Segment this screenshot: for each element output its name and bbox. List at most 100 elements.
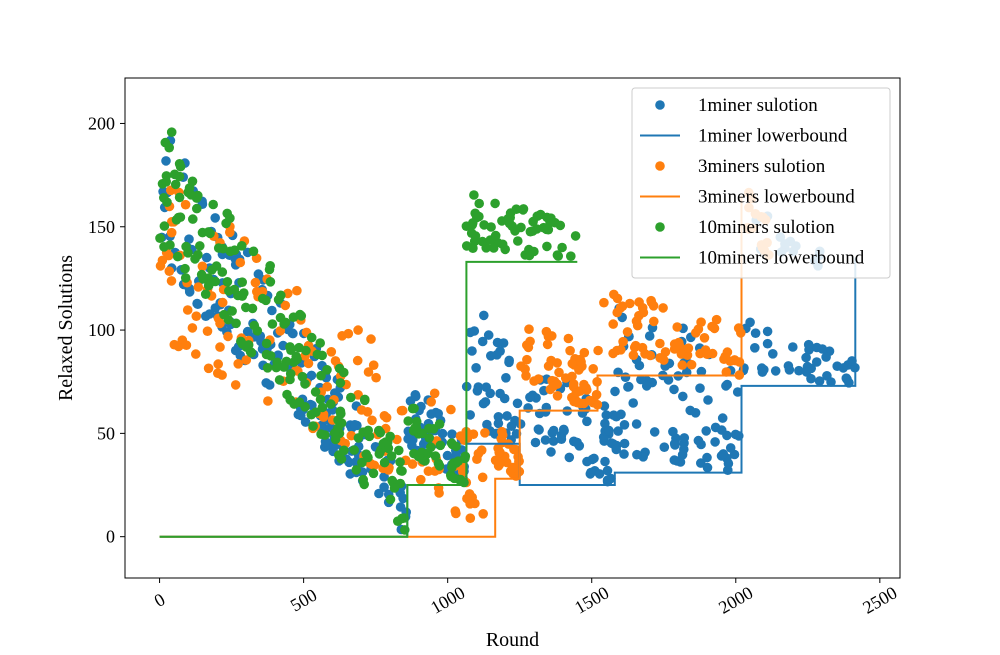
data-point: [512, 398, 523, 409]
data-point: [423, 466, 434, 477]
data-point: [599, 297, 609, 308]
data-point: [546, 447, 556, 457]
data-point: [534, 425, 544, 435]
data-point: [610, 386, 620, 397]
data-point: [315, 394, 326, 405]
data-point: [493, 418, 504, 429]
data-point: [579, 347, 590, 358]
legend-label: 3miners lowerbound: [698, 187, 855, 208]
data-point: [516, 361, 526, 372]
data-point: [207, 265, 217, 275]
data-point: [817, 344, 828, 354]
data-point: [716, 425, 727, 435]
y-tick-label: 150: [88, 217, 115, 237]
data-point: [703, 395, 713, 405]
data-point: [403, 416, 414, 426]
data-point: [548, 436, 559, 446]
data-point: [670, 440, 680, 450]
data-point: [483, 330, 494, 340]
data-point: [350, 420, 360, 430]
data-point: [366, 334, 376, 344]
data-point: [516, 222, 526, 233]
data-point: [511, 204, 522, 214]
data-point: [469, 190, 479, 200]
data-point: [524, 244, 534, 255]
data-point: [322, 365, 332, 375]
x-tick-label: 500: [287, 585, 320, 616]
data-point: [572, 397, 583, 408]
data-point: [629, 342, 640, 353]
data-point: [181, 340, 192, 351]
data-point: [160, 137, 171, 148]
data-point: [457, 465, 468, 476]
data-point: [788, 342, 798, 352]
data-point: [495, 388, 505, 399]
data-point: [396, 405, 407, 416]
data-point: [263, 396, 273, 406]
data-point: [245, 347, 256, 357]
data-point: [637, 342, 648, 353]
data-point: [271, 362, 282, 373]
legend-marker: [655, 161, 665, 171]
series-3miners-sulotion: [155, 185, 774, 523]
data-point: [601, 410, 612, 420]
data-point: [472, 454, 482, 465]
data-point: [356, 405, 367, 415]
data-point: [407, 403, 418, 414]
data-point: [161, 171, 172, 181]
data-point: [486, 222, 496, 232]
series-10miners-sulotion: [155, 127, 581, 535]
data-point: [217, 267, 228, 277]
data-point: [261, 338, 272, 349]
data-point: [306, 332, 317, 343]
data-point: [477, 472, 488, 483]
data-point: [205, 228, 215, 239]
legend-label: 10miners lowerbound: [698, 248, 865, 269]
data-point: [711, 314, 722, 325]
data-point: [326, 347, 337, 357]
data-point: [434, 419, 445, 430]
data-point: [426, 397, 437, 407]
legend-label: 10miners sulotion: [698, 217, 835, 238]
data-point: [479, 310, 489, 321]
data-point: [446, 438, 457, 448]
data-point: [718, 449, 729, 459]
data-point: [566, 251, 576, 261]
data-point: [364, 431, 375, 442]
data-point: [501, 373, 511, 383]
data-point: [286, 345, 296, 356]
x-axis-label: Round: [486, 629, 539, 650]
data-point: [369, 460, 380, 471]
data-point: [274, 375, 285, 385]
data-point: [552, 358, 562, 368]
y-tick-label: 200: [88, 113, 115, 133]
x-tick-label: 1500: [571, 582, 612, 617]
data-point: [336, 418, 347, 428]
data-point: [262, 363, 273, 373]
data-point: [429, 388, 440, 399]
data-point: [811, 357, 822, 367]
data-point: [702, 349, 712, 359]
data-point: [172, 251, 183, 262]
data-point: [322, 381, 333, 392]
data-point: [552, 379, 562, 389]
data-point: [297, 371, 308, 382]
data-point: [702, 452, 712, 463]
data-point: [725, 443, 736, 453]
data-point: [762, 338, 773, 349]
data-point: [296, 410, 306, 421]
data-point: [821, 352, 831, 362]
data-point: [330, 434, 341, 445]
data-point: [471, 363, 481, 373]
data-point: [353, 390, 363, 400]
data-point: [556, 434, 567, 445]
data-point: [732, 387, 743, 397]
x-tick-label: 2000: [715, 582, 756, 617]
data-point: [542, 339, 553, 350]
data-point: [814, 376, 825, 386]
data-point: [411, 416, 422, 427]
data-point: [478, 509, 489, 519]
data-point: [806, 373, 816, 384]
data-point: [367, 415, 377, 426]
data-point: [632, 320, 643, 331]
